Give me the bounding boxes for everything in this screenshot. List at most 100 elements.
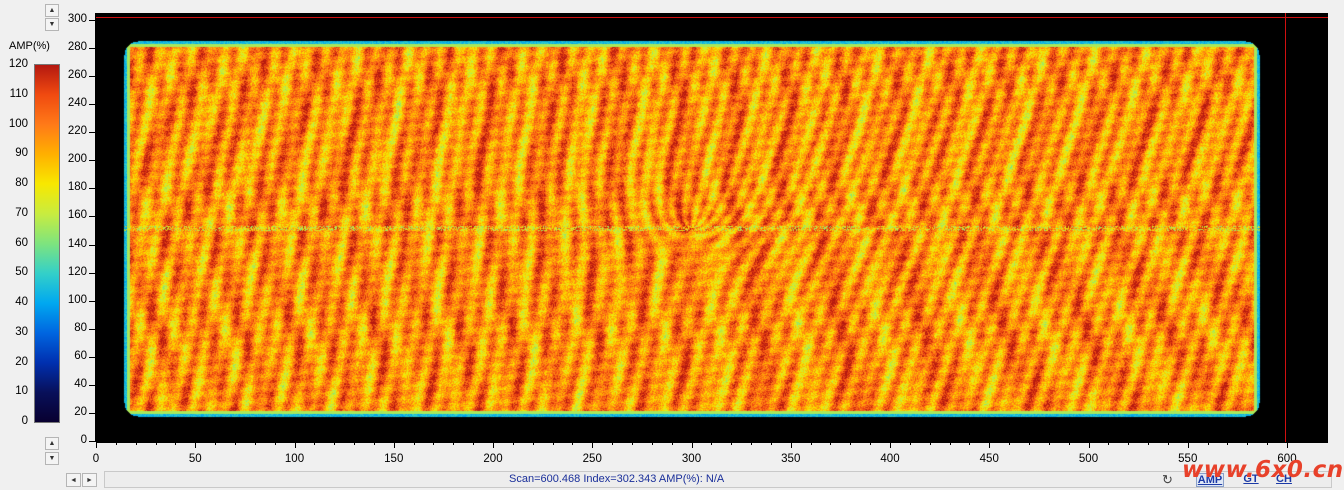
colorbar-tick-label: 60 xyxy=(15,236,28,249)
colorbar-tick-label: 90 xyxy=(15,147,28,160)
x-minor-tick xyxy=(1148,442,1150,445)
x-minor-tick xyxy=(354,442,356,445)
colorbar-tick-label: 20 xyxy=(15,355,28,368)
arrow-left-icon: ◄ xyxy=(70,476,77,484)
colorbar-spin-down-button[interactable]: ▼ xyxy=(45,18,59,31)
arrow-right-icon: ► xyxy=(86,476,93,484)
arrow-down-icon: ▼ xyxy=(48,21,56,28)
y-tick-label: 240 xyxy=(67,97,87,110)
x-minor-tick xyxy=(612,442,614,445)
scroll-left-button[interactable]: ◄ xyxy=(66,473,81,487)
x-minor-tick xyxy=(1227,442,1229,445)
x-minor-tick xyxy=(731,442,733,445)
x-minor-tick xyxy=(334,442,336,445)
x-minor-tick xyxy=(770,442,772,445)
x-minor-tick xyxy=(631,442,633,445)
x-tick-mark xyxy=(989,442,991,448)
y-tick-label: 60 xyxy=(74,349,87,362)
y-tick-mark xyxy=(89,328,95,330)
x-minor-tick xyxy=(473,442,475,445)
y-tick-mark xyxy=(89,160,95,162)
x-tick-label: 450 xyxy=(979,453,999,465)
y-tick-label: 100 xyxy=(67,293,87,306)
x-minor-tick xyxy=(850,442,852,445)
x-minor-tick xyxy=(929,442,931,445)
cursor-horizontal-line[interactable] xyxy=(96,17,1328,18)
y-tick-label: 80 xyxy=(74,321,87,334)
x-minor-tick xyxy=(1267,442,1269,445)
x-axis-line xyxy=(96,442,1328,443)
x-minor-tick xyxy=(314,442,316,445)
x-minor-tick xyxy=(433,442,435,445)
x-minor-tick xyxy=(909,442,911,445)
x-minor-tick xyxy=(532,442,534,445)
y-tick-mark xyxy=(89,441,95,442)
x-minor-tick xyxy=(155,442,157,445)
colorbar-tick-label: 0 xyxy=(21,415,28,427)
y-tick-label: 120 xyxy=(67,265,87,278)
y-tick-label: 260 xyxy=(67,69,87,82)
colorbar-spin-up-button[interactable]: ▲ xyxy=(45,4,59,17)
axis-spin-up-button[interactable]: ▲ xyxy=(45,437,59,450)
scroll-right-button[interactable]: ► xyxy=(82,473,97,487)
y-tick-mark xyxy=(89,300,95,302)
watermark: www.6x0.cn xyxy=(1182,457,1344,483)
colorbar-tick-label: 70 xyxy=(15,206,28,219)
x-minor-tick xyxy=(135,442,137,445)
arrow-up-icon: ▲ xyxy=(48,440,56,447)
x-tick-mark xyxy=(294,442,296,448)
x-tick-label: 300 xyxy=(681,453,702,465)
y-tick-mark xyxy=(89,412,95,414)
colorbar-tick-label: 120 xyxy=(8,58,28,70)
x-minor-tick xyxy=(254,442,256,445)
x-minor-tick xyxy=(651,442,653,445)
refresh-icon[interactable]: ↻ xyxy=(1162,472,1173,487)
x-tick-mark xyxy=(1187,442,1189,448)
x-minor-tick xyxy=(274,442,276,445)
x-minor-tick xyxy=(1028,442,1030,445)
x-tick-label: 250 xyxy=(582,453,602,465)
x-minor-tick xyxy=(810,442,812,445)
c-scan-canvas[interactable] xyxy=(96,13,1328,442)
cursor-vertical-line[interactable] xyxy=(1285,13,1286,442)
tab-amp[interactable]: AMP xyxy=(1196,473,1224,487)
y-tick-label: 140 xyxy=(67,237,87,250)
tab-ch[interactable]: CH xyxy=(1276,473,1292,485)
x-tick-mark xyxy=(691,442,693,448)
y-tick-mark xyxy=(89,76,95,78)
x-tick-label: 550 xyxy=(1178,453,1198,465)
y-tick-label: 160 xyxy=(67,209,87,222)
x-tick-mark xyxy=(1287,442,1288,448)
x-tick-label: 200 xyxy=(483,453,503,465)
x-tick-mark xyxy=(790,442,792,448)
x-tick-mark xyxy=(493,442,494,448)
tab-gt[interactable]: GT xyxy=(1243,473,1259,485)
x-tick-mark xyxy=(393,442,395,448)
x-minor-tick xyxy=(870,442,872,445)
colorbar-tick-label: 100 xyxy=(8,117,28,130)
c-scan-image[interactable] xyxy=(96,13,1328,442)
x-tick-label: 150 xyxy=(384,453,404,465)
y-tick-mark xyxy=(89,272,95,274)
x-tick-label: 500 xyxy=(1078,453,1099,465)
y-tick-mark xyxy=(89,20,95,21)
y-axis-line xyxy=(95,13,96,442)
colorbar-tick-label: 10 xyxy=(15,385,28,398)
x-tick-label: 0 xyxy=(92,453,100,465)
x-tick-label: 100 xyxy=(284,453,305,465)
axis-spin-down-button[interactable]: ▼ xyxy=(45,452,59,465)
x-minor-tick xyxy=(512,442,514,445)
x-minor-tick xyxy=(1167,442,1169,445)
x-tick-label: 600 xyxy=(1277,453,1297,465)
x-minor-tick xyxy=(413,442,415,445)
x-tick-label: 400 xyxy=(880,453,900,465)
y-tick-label: 180 xyxy=(67,181,87,194)
x-minor-tick xyxy=(552,442,554,445)
x-minor-tick xyxy=(949,442,951,445)
x-minor-tick xyxy=(751,442,753,445)
y-tick-mark xyxy=(89,356,95,358)
colorbar-tick-label: 80 xyxy=(15,177,28,189)
colorbar-tick-label: 50 xyxy=(15,266,28,279)
y-tick-mark xyxy=(89,384,95,386)
arrow-down-icon: ▼ xyxy=(48,455,56,462)
